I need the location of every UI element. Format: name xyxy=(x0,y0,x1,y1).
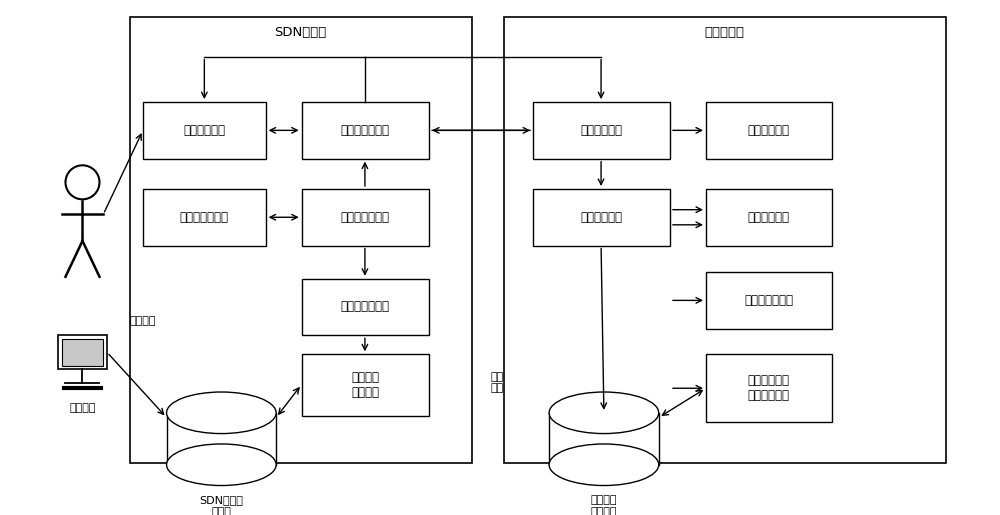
Bar xyxy=(143,102,266,159)
Text: 用户接入模块: 用户接入模块 xyxy=(581,124,623,137)
Ellipse shape xyxy=(549,444,659,486)
Bar xyxy=(706,354,832,422)
Bar xyxy=(504,17,946,463)
Text: 流量监测模块: 流量监测模块 xyxy=(748,211,790,224)
Ellipse shape xyxy=(549,392,659,434)
Bar xyxy=(706,189,832,246)
Bar xyxy=(58,335,107,369)
Bar xyxy=(549,413,659,444)
Text: 可视化界面模块: 可视化界面模块 xyxy=(341,124,390,137)
Text: 业务控制模块: 业务控制模块 xyxy=(748,124,790,137)
Text: 数据包处理模块: 数据包处理模块 xyxy=(744,294,793,307)
Bar xyxy=(62,339,103,366)
Bar xyxy=(167,413,276,444)
Bar xyxy=(533,102,670,159)
Text: 节点控制器: 节点控制器 xyxy=(705,26,745,39)
Bar xyxy=(533,189,670,246)
Text: 吞吐量监测模块: 吞吐量监测模块 xyxy=(341,300,390,314)
Bar xyxy=(302,102,429,159)
Text: 拓扑高速
下发模块: 拓扑高速 下发模块 xyxy=(351,371,379,399)
Text: 端口队列参数
高速更新模块: 端口队列参数 高速更新模块 xyxy=(748,374,790,402)
Text: 交换机管理模块: 交换机管理模块 xyxy=(341,211,390,224)
Circle shape xyxy=(65,165,99,199)
Ellipse shape xyxy=(167,444,276,486)
Bar xyxy=(130,17,472,463)
Text: 流量表管理模块: 流量表管理模块 xyxy=(180,211,229,224)
Bar xyxy=(302,279,429,335)
Text: SDN控制器: SDN控制器 xyxy=(275,26,327,39)
Text: 上层仿真: 上层仿真 xyxy=(69,403,96,414)
Bar xyxy=(302,189,429,246)
Text: SDN控制器
数据库: SDN控制器 数据库 xyxy=(199,495,243,515)
Text: 节点控制
器数据库: 节点控制 器数据库 xyxy=(591,495,617,515)
Text: 节点资源管理: 节点资源管理 xyxy=(581,211,623,224)
Ellipse shape xyxy=(167,392,276,434)
Bar xyxy=(302,354,429,416)
Text: 链路
参数: 链路 参数 xyxy=(491,372,504,393)
Text: 拓扑参数: 拓扑参数 xyxy=(130,316,156,326)
Bar xyxy=(706,102,832,159)
Bar xyxy=(706,272,832,329)
Bar xyxy=(143,189,266,246)
Text: 用户接入模块: 用户接入模块 xyxy=(183,124,225,137)
